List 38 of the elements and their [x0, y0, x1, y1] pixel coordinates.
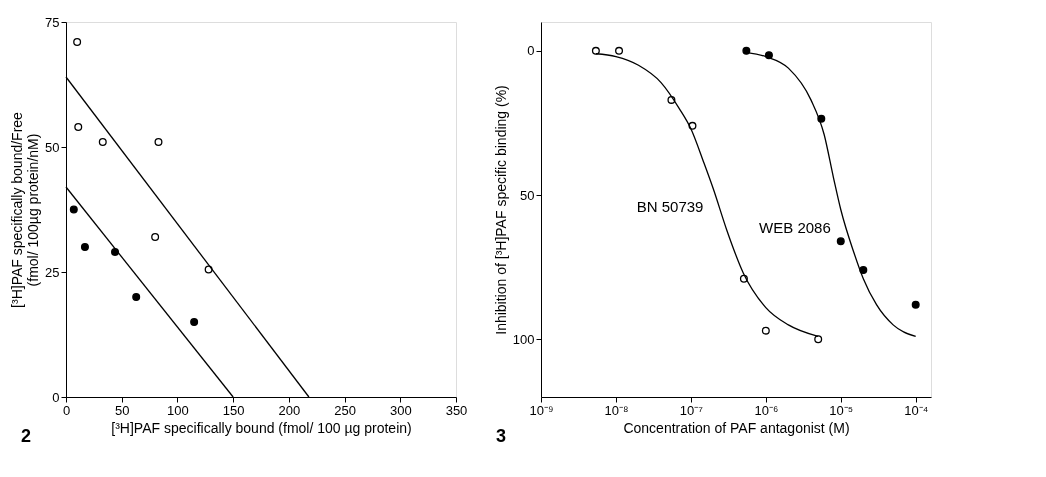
- point: [69, 205, 78, 214]
- x-tick-label: 50: [114, 402, 130, 418]
- x-tick-label: 10⁻⁵: [829, 402, 854, 418]
- y-tick-label: 75: [45, 14, 60, 30]
- x-tick-label: 10⁻⁴: [904, 402, 929, 418]
- text: 3: [495, 426, 507, 446]
- x-tick-label: 200: [278, 402, 301, 418]
- y-tick-label: 0: [527, 43, 535, 59]
- x-tick-label: 350: [445, 402, 468, 418]
- y-axis-title: Inhibition of [³H]PAF specific binding (%): [492, 85, 509, 335]
- y-tick-label: 50: [520, 187, 535, 203]
- x-tick-label: 10⁻⁹: [529, 402, 554, 418]
- point: [190, 318, 199, 326]
- text: 2: [20, 426, 32, 446]
- x-axis-title: [³H]PAF specifically bound (fmol/ 100 µg protein): [111, 419, 412, 436]
- point: [154, 138, 163, 146]
- point: [98, 138, 107, 146]
- point: [73, 38, 82, 46]
- x-axis-title: Concentration of PAF antagonist (M): [623, 419, 850, 436]
- x-tick-label: 10⁻⁷: [679, 402, 704, 418]
- y-tick-label: 25: [45, 264, 60, 280]
- y-tick-label: 0: [52, 389, 60, 405]
- point: [80, 243, 89, 251]
- x-tick-label: 150: [222, 402, 245, 418]
- x-tick-label: 250: [334, 402, 356, 418]
- x-tick-label: 10⁻⁶: [754, 402, 779, 418]
- series-label: BN 50739: [636, 198, 704, 216]
- x-tick-label: 100: [167, 402, 189, 418]
- y-axis-title: [³H]PAF specifically bound/Free (fmol/ 100µg protein/nM): [9, 111, 42, 308]
- x-tick-label: 0: [62, 402, 71, 418]
- y-tick-label: 100: [512, 331, 535, 347]
- y-tick-label: 50: [45, 139, 60, 155]
- series-label: WEB 2086: [759, 218, 831, 236]
- x-tick-label: 300: [389, 402, 412, 418]
- point: [74, 123, 83, 131]
- point: [151, 233, 160, 241]
- x-tick-label: 10⁻⁸: [604, 402, 629, 418]
- point: [132, 293, 141, 301]
